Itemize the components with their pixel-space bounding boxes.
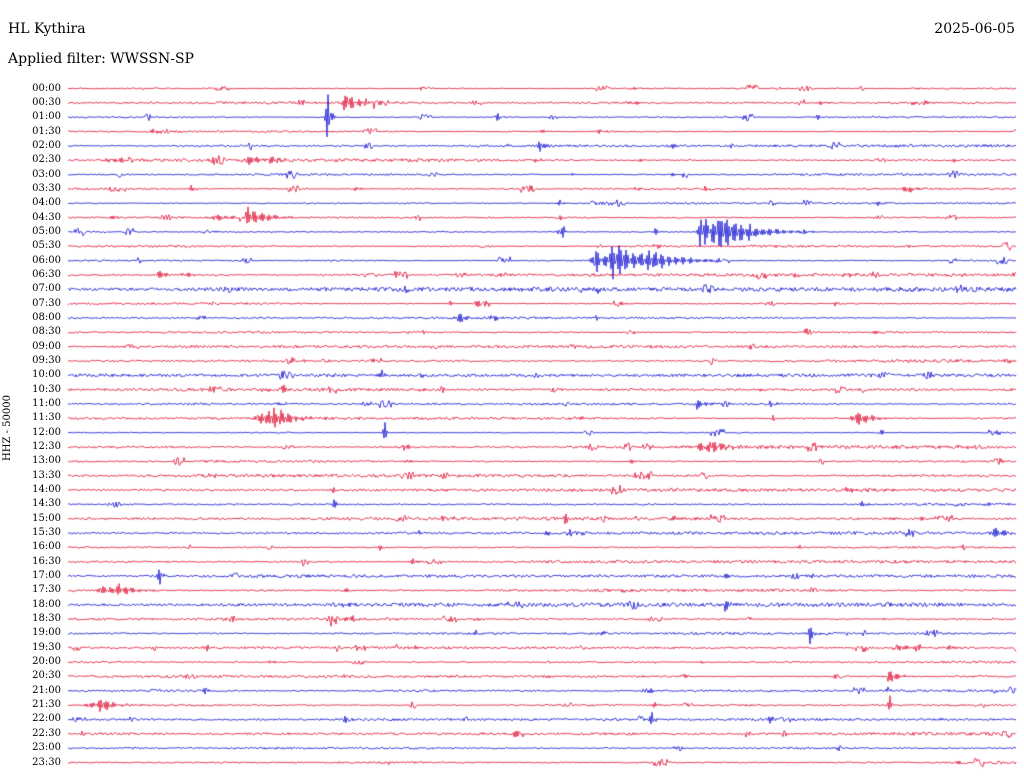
- time-label: 22:00: [32, 713, 61, 725]
- time-label: 06:00: [32, 254, 61, 266]
- time-label: 04:30: [32, 211, 61, 223]
- time-label: 17:30: [32, 584, 61, 596]
- time-label: 21:00: [32, 684, 61, 696]
- time-label: 10:00: [32, 369, 61, 381]
- time-label: 03:00: [32, 168, 61, 180]
- time-label: 01:30: [32, 125, 61, 137]
- time-label: 12:00: [32, 426, 61, 438]
- channel-scale-label: HHZ - 50000: [2, 395, 13, 461]
- time-label: 02:30: [32, 154, 61, 166]
- time-label: 11:30: [32, 412, 61, 424]
- time-label: 16:30: [32, 555, 61, 567]
- time-label: 16:00: [32, 541, 61, 553]
- time-label: 15:00: [32, 512, 61, 524]
- time-label: 02:00: [32, 139, 61, 151]
- time-label: 23:30: [32, 756, 61, 768]
- time-label: 04:00: [32, 197, 61, 209]
- time-label: 18:30: [32, 613, 61, 625]
- time-label: 23:00: [32, 742, 61, 754]
- time-label: 08:30: [32, 326, 61, 338]
- time-label: 12:30: [32, 441, 61, 452]
- station-title: HL Kythira: [8, 21, 86, 37]
- time-label: 22:30: [32, 727, 61, 739]
- time-label: 11:00: [32, 397, 61, 409]
- time-label: 13:30: [32, 469, 61, 481]
- time-label: 18:00: [32, 598, 61, 610]
- time-label: 19:00: [32, 627, 61, 639]
- time-label: 00:30: [32, 96, 61, 108]
- date-label: 2025-06-05: [934, 21, 1015, 37]
- time-label: 03:30: [32, 182, 61, 194]
- applied-filter-label: Applied filter: WWSSN-SP: [8, 51, 194, 67]
- time-label: 19:30: [32, 641, 61, 653]
- time-label: 14:00: [32, 484, 61, 496]
- time-label: 08:00: [32, 311, 61, 323]
- time-label: 10:30: [32, 383, 61, 395]
- time-label: 07:30: [32, 297, 61, 309]
- time-label: 15:30: [32, 527, 61, 539]
- time-label: 17:00: [32, 570, 61, 582]
- time-label: 01:00: [32, 111, 61, 123]
- time-label: 14:30: [32, 498, 61, 510]
- time-label: 05:30: [32, 240, 61, 252]
- time-label: 20:30: [32, 670, 61, 682]
- time-label: 20:00: [32, 656, 61, 668]
- time-label: 21:30: [32, 699, 61, 711]
- time-label: 06:30: [32, 268, 61, 280]
- time-label: 07:00: [32, 283, 61, 295]
- time-label: 09:30: [32, 354, 61, 366]
- time-label: 09:00: [32, 340, 61, 352]
- time-label: 13:00: [32, 455, 61, 467]
- time-label: 00:00: [32, 82, 61, 94]
- time-label: 05:00: [32, 225, 61, 237]
